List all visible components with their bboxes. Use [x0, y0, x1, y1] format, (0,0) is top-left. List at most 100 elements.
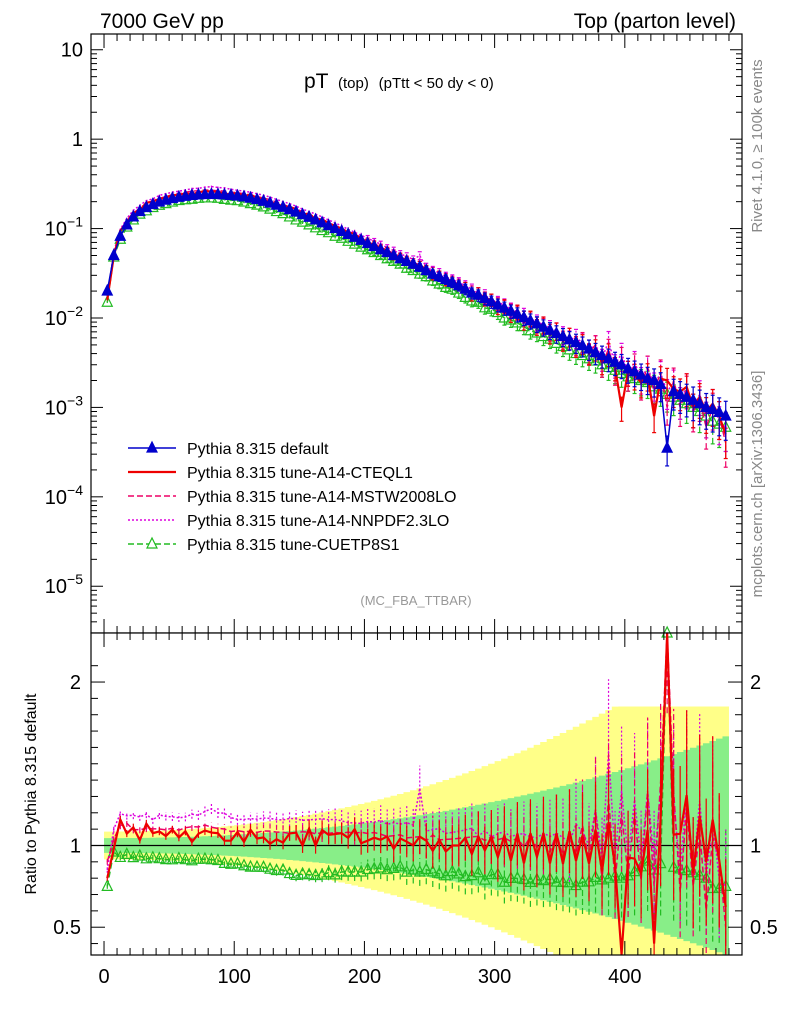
ratio-ytick-label: 2 — [70, 672, 81, 694]
xtick-label: 200 — [348, 966, 381, 988]
main-ytick-label: 10−5 — [45, 571, 83, 598]
ratio-marker — [309, 868, 322, 881]
ratio-ytick-label-right: 0.5 — [750, 917, 778, 939]
main-ytick-label: 1 — [72, 129, 83, 151]
series-marker — [674, 387, 687, 399]
series-marker — [485, 294, 498, 307]
series-marker — [524, 323, 537, 336]
series-marker — [537, 329, 550, 342]
series-marker — [465, 285, 478, 298]
analysis-watermark: (MC_FBA_TTBAR) — [360, 593, 471, 608]
ratio-marker — [303, 867, 316, 880]
ytick-base: 10 — [45, 308, 67, 330]
legend-item: Pythia 8.315 tune-A14-NNPDF2.3LO — [128, 513, 449, 530]
legend-item: Pythia 8.315 tune-CUETP8S1 — [128, 536, 400, 554]
ratio-line — [106, 632, 727, 887]
ratio-marker — [342, 864, 355, 877]
series-marker — [270, 197, 283, 210]
series-marker — [596, 348, 609, 361]
plot-title: pT (top) (pTtt < 50 dy < 0) — [304, 70, 494, 93]
series-marker — [114, 228, 127, 241]
series-marker — [439, 272, 452, 285]
mcplots-label: mcplots.cern.ch [arXiv:1306.3436] — [749, 371, 766, 598]
ratio-marker — [244, 859, 257, 872]
series-marker — [622, 361, 635, 374]
ratio-marker — [205, 852, 218, 865]
ytick-exponent: −4 — [67, 482, 83, 498]
series-marker — [583, 341, 595, 354]
series-marker — [563, 342, 576, 355]
ratio-marker — [270, 863, 283, 876]
ratio-marker — [224, 856, 237, 869]
ratio-marker — [179, 852, 192, 865]
series-marker — [420, 263, 433, 276]
ratio-marker — [159, 852, 172, 865]
ratio-marker — [407, 862, 420, 875]
series-marker — [446, 275, 459, 288]
legend-label: Pythia 8.315 tune-A14-MSTW2008LO — [187, 489, 456, 506]
series-marker — [609, 354, 622, 367]
ytick-exponent: −3 — [67, 392, 83, 408]
ratio-marker — [478, 872, 491, 885]
legend-label: Pythia 8.315 default — [187, 441, 329, 458]
ratio-marker — [185, 853, 198, 866]
ratio-marker — [348, 864, 361, 877]
main-ytick-label: 10−3 — [45, 392, 83, 419]
ratio-marker — [563, 875, 576, 888]
ratio-marker — [550, 874, 563, 887]
series-marker — [303, 209, 316, 222]
ratio-marker — [127, 850, 140, 863]
series-line — [106, 185, 727, 428]
series-marker — [550, 326, 563, 339]
header-left: 7000 GeV pp — [100, 10, 224, 33]
series-marker — [101, 294, 114, 307]
ratio-marker — [537, 873, 550, 886]
ratio-marker — [192, 851, 205, 864]
ratio-marker — [172, 851, 185, 864]
main-ytick-label: 10−2 — [45, 303, 83, 330]
ratio-marker — [511, 870, 524, 883]
series-marker — [387, 248, 400, 261]
ytick-base: 10 — [61, 40, 83, 62]
ratio-marker — [381, 862, 394, 875]
ratio-series-1 — [106, 632, 727, 955]
series-0 — [101, 187, 732, 467]
ratio-marker — [589, 870, 602, 882]
x-axis-ticks: 0 100 200 300 400 — [90, 34, 743, 988]
legend-item: Pythia 8.315 tune-A14-CTEQL1 — [128, 465, 413, 482]
series-marker — [101, 283, 114, 296]
series-marker — [368, 239, 381, 252]
ratio-ytick-label: 0.5 — [53, 917, 81, 939]
series-marker — [309, 212, 322, 225]
ytick-base: 10 — [45, 219, 67, 241]
header-right: Top (parton level) — [574, 10, 736, 33]
ratio-marker — [335, 864, 348, 877]
legend-item: Pythia 8.315 default — [128, 440, 329, 458]
series-marker — [459, 281, 472, 294]
series-marker — [322, 218, 335, 231]
title-main: pT — [304, 70, 329, 93]
series-marker — [511, 306, 524, 319]
series-marker — [635, 367, 648, 380]
series-marker — [563, 332, 576, 345]
series-marker — [478, 300, 491, 313]
series-marker — [342, 227, 355, 240]
series-marker — [687, 392, 700, 405]
legend-label: Pythia 8.315 tune-A14-NNPDF2.3LO — [187, 513, 449, 530]
ratio-marker — [387, 861, 400, 873]
ratio-marker — [472, 865, 485, 878]
series-marker — [667, 384, 680, 397]
series-marker — [661, 440, 674, 453]
title-sub1: (top) — [338, 75, 369, 92]
series-marker — [693, 396, 706, 409]
main-ytick-label: 10−4 — [45, 482, 83, 509]
ratio-marker — [166, 852, 179, 865]
series-marker — [394, 251, 407, 264]
ratio-marker — [374, 860, 387, 873]
ytick-exponent: −5 — [67, 571, 83, 587]
series-marker — [576, 338, 589, 351]
series-marker — [355, 232, 368, 245]
ratio-line — [106, 632, 726, 890]
